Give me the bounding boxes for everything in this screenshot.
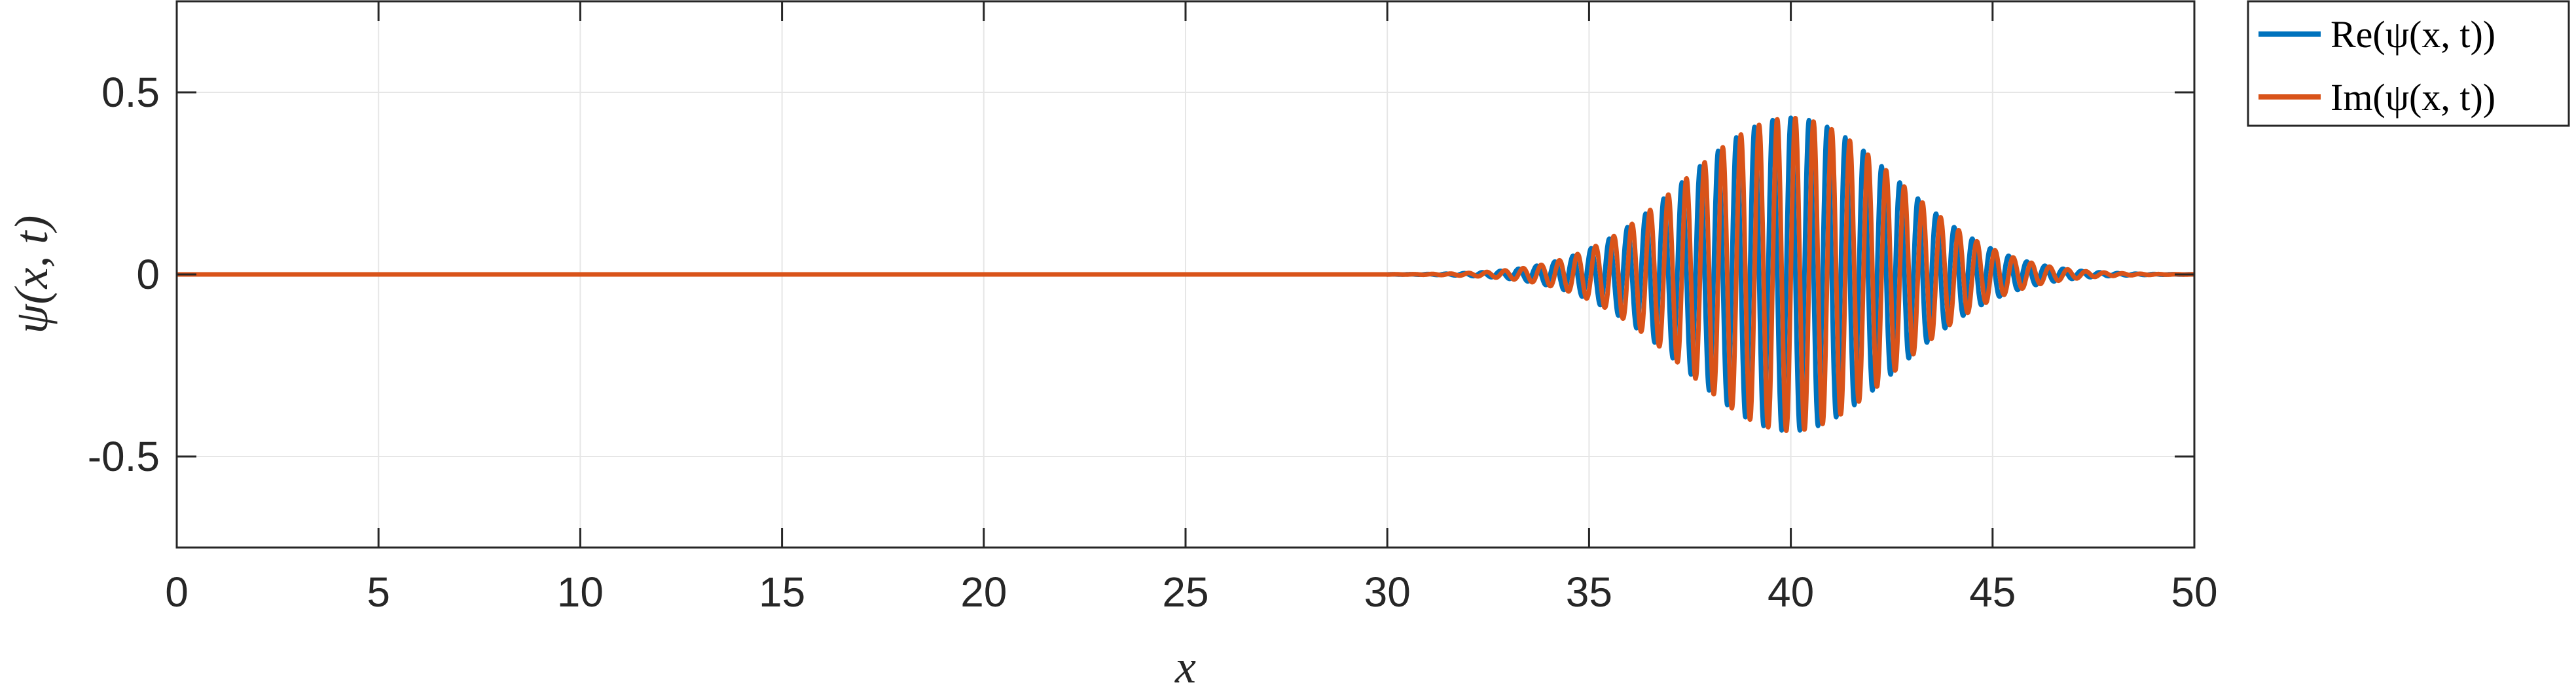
y-tick-label: -0.5 bbox=[88, 433, 160, 480]
x-tick-labels: 0 5 10 15 20 25 30 35 40 45 50 bbox=[165, 568, 2217, 616]
y-axis-title: ψ(x, t) bbox=[5, 215, 58, 334]
y-tick-label: 0.5 bbox=[101, 69, 160, 116]
legend-label-re: Re(ψ(x, t)) bbox=[2331, 13, 2495, 56]
series-imaginary-part bbox=[175, 116, 2196, 433]
legend-label-im: Im(ψ(x, t)) bbox=[2331, 76, 2495, 119]
x-tick-label: 25 bbox=[1162, 568, 1208, 616]
x-axis-title: x bbox=[1174, 641, 1196, 689]
x-tick-label: 20 bbox=[960, 568, 1007, 616]
x-tick-label: 30 bbox=[1364, 568, 1411, 616]
x-tick-label: 45 bbox=[1969, 568, 2016, 616]
series-layer bbox=[175, 115, 2196, 433]
x-tick-label: 10 bbox=[557, 568, 604, 616]
x-tick-label: 50 bbox=[2171, 568, 2217, 616]
x-tick-label: 35 bbox=[1566, 568, 1612, 616]
y-tick-label: 0 bbox=[136, 251, 160, 298]
axis-ticks bbox=[175, 1, 2196, 548]
legend: Re(ψ(x, t)) Im(ψ(x, t)) bbox=[2247, 0, 2570, 127]
x-tick-label: 0 bbox=[165, 568, 189, 616]
legend-box bbox=[2247, 0, 2570, 127]
x-tick-label: 5 bbox=[367, 568, 390, 616]
y-tick-labels: -0.5 0 0.5 bbox=[88, 69, 160, 480]
x-tick-label: 40 bbox=[1768, 568, 1814, 616]
x-tick-label: 15 bbox=[759, 568, 805, 616]
